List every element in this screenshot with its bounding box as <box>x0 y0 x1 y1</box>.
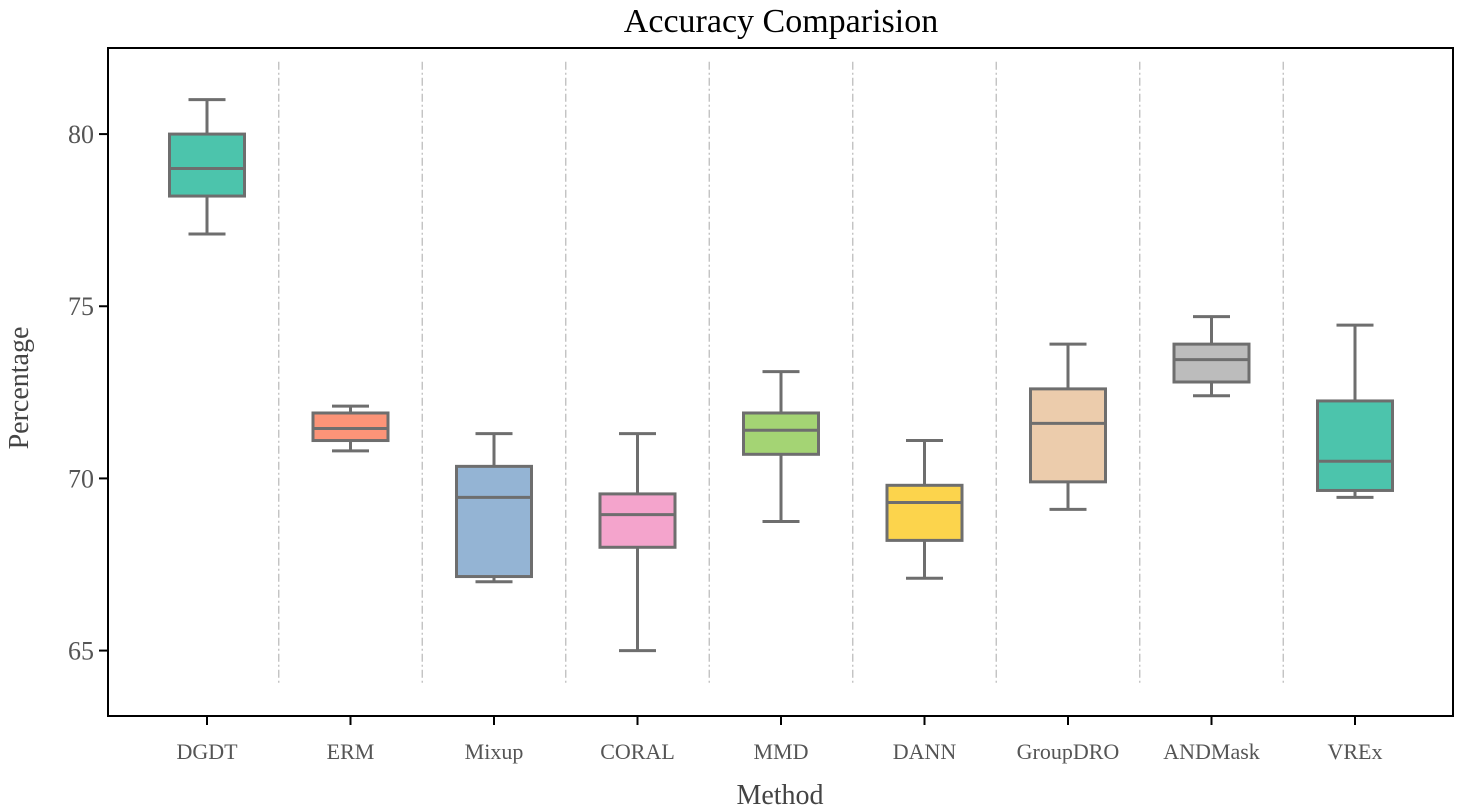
iqr-box <box>885 483 964 542</box>
x-tick-label: CORAL <box>600 739 675 764</box>
iqr-box <box>311 411 390 443</box>
chart-title: Accuracy Comparision <box>624 3 938 40</box>
y-tick-label: 70 <box>68 464 94 493</box>
x-tick-label: Mixup <box>465 739 524 764</box>
method-separators <box>278 61 1284 686</box>
iqr-box <box>742 411 820 456</box>
x-tick-label: VREx <box>1328 739 1383 764</box>
box-vrex <box>1316 323 1394 499</box>
y-tick-label: 65 <box>68 637 94 666</box>
box-andmask <box>1172 315 1251 398</box>
box-series <box>168 98 1394 653</box>
x-tick-label: MMD <box>753 739 808 764</box>
x-axis: DGDT ERM Mixup CORAL MMD DANN GroupDRO ANDMask V… <box>176 716 1383 764</box>
y-tick-label: 80 <box>68 120 94 149</box>
iqr-box <box>1172 342 1251 384</box>
box-groupdro <box>1029 342 1107 511</box>
x-tick-label: DANN <box>893 739 957 764</box>
y-axis-label: Percentage <box>4 327 35 450</box>
box-erm <box>311 404 390 453</box>
iqr-box <box>1029 387 1107 484</box>
iqr-box <box>455 464 533 579</box>
y-tick-label: 75 <box>68 292 94 321</box>
iqr-box <box>1316 399 1394 492</box>
box-mmd <box>742 370 820 523</box>
x-tick-label: ANDMask <box>1163 739 1260 764</box>
x-tick-label: ERM <box>327 739 375 764</box>
box-dann <box>885 439 964 580</box>
box-coral <box>598 432 677 653</box>
box-dgdt <box>168 98 246 236</box>
box-mixup <box>455 432 533 584</box>
x-tick-label: GroupDRO <box>1017 739 1120 764</box>
iqr-box <box>168 132 246 198</box>
y-axis: 65 70 75 80 <box>68 120 108 666</box>
iqr-box <box>598 492 677 549</box>
x-tick-label: DGDT <box>176 739 238 764</box>
x-axis-label: Method <box>736 780 823 810</box>
